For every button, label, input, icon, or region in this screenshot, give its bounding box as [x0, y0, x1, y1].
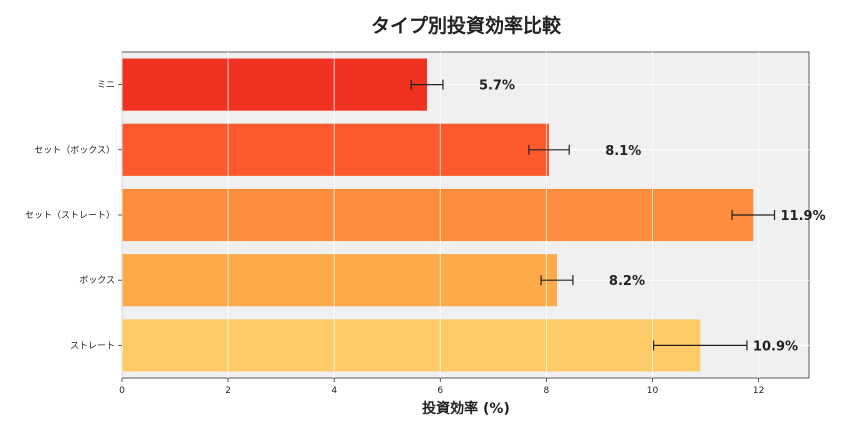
- y-tick-label: セット（ボックス）: [34, 145, 115, 156]
- bar: [122, 123, 550, 176]
- y-tick-label: セット（ストレート）: [25, 210, 115, 221]
- x-tick-label: 10: [647, 386, 659, 396]
- y-tick-label: ストレート: [70, 341, 115, 351]
- bar: [122, 58, 428, 111]
- error-bar: [540, 275, 574, 286]
- error-bar: [528, 144, 570, 155]
- bar: [122, 254, 558, 307]
- data-label: 10.9%: [753, 339, 798, 354]
- x-axis-label: 投資効率 (%): [422, 400, 510, 417]
- x-tick-label: 8: [544, 386, 550, 396]
- x-tick-label: 6: [437, 386, 443, 396]
- x-tick-label: 12: [753, 386, 764, 396]
- error-bar: [410, 79, 444, 90]
- bar: [122, 188, 754, 242]
- error-bar: [731, 210, 776, 220]
- x-tick-label: 4: [331, 386, 337, 396]
- data-label: 11.9%: [781, 209, 826, 224]
- x-tick-label: 0: [119, 386, 125, 396]
- y-tick-label: ボックス: [79, 275, 115, 286]
- x-tick-label: 2: [225, 386, 231, 396]
- y-tick-label: ミニ: [97, 81, 115, 91]
- data-label: 5.7%: [479, 79, 515, 94]
- bars: 5.7% 8.1% 11.9% 8.2% 10.9%: [121, 52, 826, 378]
- bar: [122, 319, 701, 372]
- data-label: 8.1%: [605, 144, 641, 159]
- error-bar: [652, 340, 748, 351]
- chart-title: タイプ別投資効率比較: [371, 14, 562, 37]
- data-label: 8.2%: [609, 274, 645, 289]
